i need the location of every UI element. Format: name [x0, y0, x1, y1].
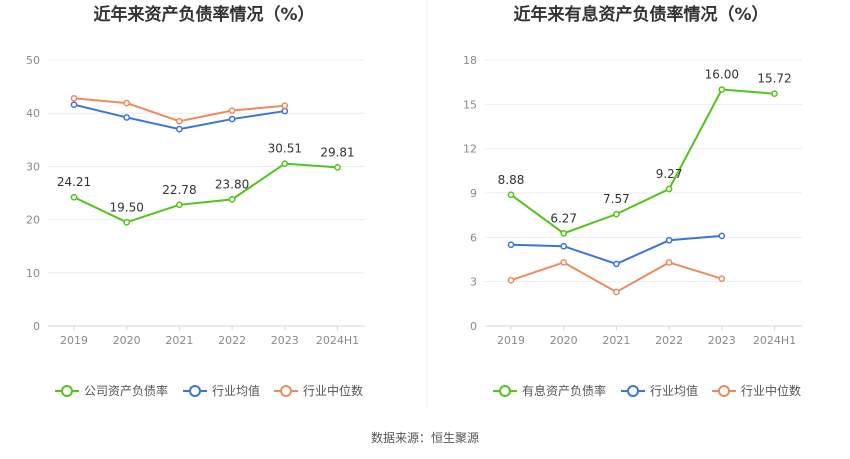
- x-tick-label: 2021: [602, 334, 630, 347]
- y-tick-label: 12: [463, 143, 477, 156]
- series-line: [510, 234, 722, 266]
- x-tick-label: 2022: [655, 334, 683, 347]
- series-point[interactable]: [507, 276, 515, 284]
- series-point[interactable]: [176, 117, 183, 125]
- x-tick-label: 2020: [113, 334, 141, 347]
- y-tick-label: 0: [33, 320, 40, 333]
- series-point[interactable]: [665, 185, 673, 193]
- x-tick-label: 2020: [550, 334, 578, 347]
- legend-item[interactable]: 有息资产负债率: [493, 383, 606, 398]
- legend-label: 公司资产负债率: [84, 383, 168, 398]
- legend-label: 行业均值: [212, 383, 260, 398]
- legend-swatch-marker: [280, 385, 292, 397]
- data-label: 9.27: [656, 167, 683, 181]
- y-tick-label: 40: [26, 107, 40, 120]
- x-tick-label: 2023: [708, 334, 736, 347]
- series-point[interactable]: [228, 196, 236, 203]
- y-tick-label: 20: [26, 214, 40, 227]
- data-label: 22.78: [162, 183, 196, 197]
- legend-item[interactable]: 行业中位数: [712, 383, 801, 398]
- legend-item[interactable]: 行业中位数: [274, 383, 363, 398]
- data-label: 15.72: [757, 72, 791, 86]
- series-point[interactable]: [176, 125, 183, 133]
- series-point[interactable]: [228, 107, 236, 114]
- legend-swatch-marker: [627, 385, 639, 397]
- legend-label: 行业均值: [650, 383, 698, 398]
- legend-label: 行业中位数: [741, 383, 801, 398]
- data-label: 19.50: [110, 200, 144, 214]
- y-tick-label: 50: [26, 54, 40, 67]
- data-label: 30.51: [268, 142, 302, 156]
- series-point[interactable]: [70, 101, 78, 109]
- series-point[interactable]: [560, 229, 568, 237]
- data-label: 7.57: [603, 192, 630, 206]
- series-point[interactable]: [228, 115, 236, 123]
- legend-item[interactable]: 行业均值: [621, 383, 698, 398]
- series-point[interactable]: [123, 114, 131, 121]
- series-point[interactable]: [771, 90, 778, 98]
- data-label: 24.21: [57, 175, 91, 189]
- chart-interest-bearing-debt-ratio: 近年来有息资产负债率情况（%） 0 3 6 9 12 15 18 2019 2020 2021 20…: [463, 4, 802, 398]
- series-point[interactable]: [718, 86, 726, 93]
- series-point[interactable]: [123, 218, 131, 226]
- data-label: 16.00: [705, 68, 739, 82]
- series-point[interactable]: [560, 259, 568, 266]
- data-label: 23.80: [215, 177, 249, 191]
- data-label: 8.88: [498, 173, 525, 187]
- y-tick-label: 3: [470, 276, 477, 289]
- x-tick-label: 2021: [165, 334, 193, 347]
- legend-label: 行业中位数: [303, 383, 363, 398]
- legend-label: 有息资产负债率: [522, 383, 606, 398]
- y-tick-label: 15: [463, 98, 477, 111]
- series-point[interactable]: [334, 164, 341, 171]
- series-point[interactable]: [281, 102, 289, 110]
- series-line: [510, 88, 775, 235]
- y-tick-label: 9: [470, 187, 477, 200]
- series-point[interactable]: [665, 236, 673, 244]
- data-label: 29.81: [320, 145, 354, 159]
- series-point[interactable]: [665, 259, 673, 266]
- series-point[interactable]: [123, 99, 131, 107]
- series-point[interactable]: [718, 232, 726, 240]
- y-tick-label: 6: [470, 231, 477, 244]
- data-source-note: 数据来源：恒生聚源: [371, 430, 479, 445]
- x-tick-label: 2022: [218, 334, 246, 347]
- legend-swatch-marker: [499, 385, 511, 397]
- chart-debt-ratio: 近年来资产负债率情况（%） 0 10 20 30 40 50 2019 2020 2021 202…: [26, 4, 365, 398]
- y-tick-label: 30: [26, 160, 40, 173]
- data-label: 6.27: [550, 211, 577, 225]
- chart-title: 近年来资产负债率情况（%）: [93, 4, 314, 25]
- x-tick-label: 2023: [271, 334, 299, 347]
- y-tick-label: 18: [463, 54, 477, 67]
- legend-item[interactable]: 公司资产负债率: [55, 383, 168, 398]
- series-point[interactable]: [560, 242, 568, 250]
- series-point[interactable]: [507, 241, 515, 249]
- y-tick-label: 0: [470, 320, 477, 333]
- series-point[interactable]: [613, 260, 620, 268]
- x-tick-label: 2019: [60, 334, 88, 347]
- series-point[interactable]: [281, 107, 289, 115]
- x-tick-label: 2024H1: [753, 334, 796, 347]
- series-point[interactable]: [176, 201, 183, 209]
- y-tick-label: 10: [26, 267, 40, 280]
- series-point[interactable]: [70, 94, 78, 102]
- chart-title: 近年来有息资产负债率情况（%）: [513, 4, 768, 25]
- legend-swatch-marker: [61, 385, 73, 397]
- series-line: [73, 162, 338, 224]
- series-point[interactable]: [507, 191, 515, 199]
- legend-swatch-marker: [189, 385, 201, 397]
- series-point[interactable]: [613, 288, 620, 296]
- series-point[interactable]: [70, 193, 78, 201]
- legend-item[interactable]: 行业均值: [183, 383, 260, 398]
- x-tick-label: 2019: [497, 334, 525, 347]
- series-line: [73, 97, 285, 123]
- series-point[interactable]: [613, 210, 620, 218]
- x-tick-label: 2024H1: [316, 334, 359, 347]
- series-point[interactable]: [281, 160, 289, 168]
- legend-swatch-marker: [718, 385, 730, 397]
- series-point[interactable]: [718, 275, 726, 283]
